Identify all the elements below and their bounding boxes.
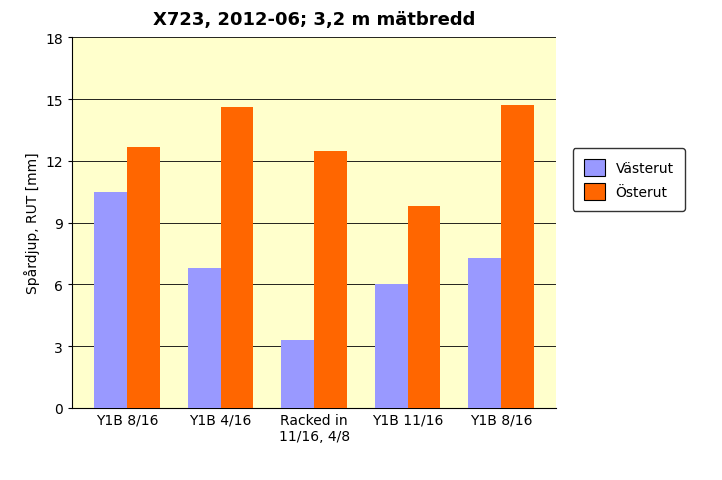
Title: X723, 2012-06; 3,2 m mätbredd: X723, 2012-06; 3,2 m mätbredd — [153, 11, 475, 28]
Bar — [375, 285, 408, 408]
Bar — [314, 151, 347, 408]
Bar — [127, 147, 160, 408]
Bar — [282, 340, 314, 408]
Bar — [501, 106, 534, 408]
Legend: Västerut, Österut: Västerut, Österut — [573, 149, 685, 212]
Bar — [94, 192, 127, 408]
Bar — [188, 268, 220, 408]
Y-axis label: Spårdjup, RUT [mm]: Spårdjup, RUT [mm] — [24, 153, 40, 294]
Bar — [220, 108, 253, 408]
Bar — [469, 258, 501, 408]
Bar — [408, 207, 440, 408]
